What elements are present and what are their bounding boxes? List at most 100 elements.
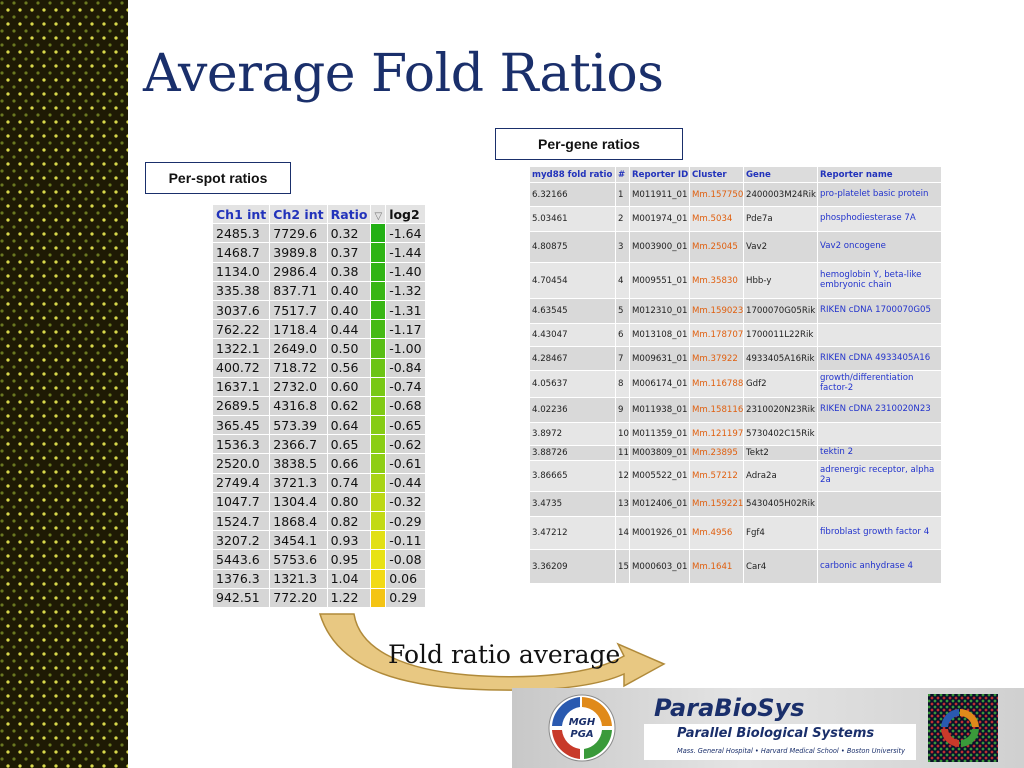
rank-cell: 12 — [615, 460, 630, 492]
fold-ratio-header[interactable]: myd88 fold ratio Δ — [529, 166, 616, 183]
gene-header[interactable]: Gene — [743, 166, 818, 183]
log2-cell: -0.29 — [385, 510, 426, 532]
ratio-cell: 0.82 — [326, 510, 372, 532]
log2-cell: -0.32 — [385, 491, 426, 513]
ratio-cell: 0.37 — [326, 242, 372, 263]
cluster-link[interactable]: Mm.159023 — [689, 298, 744, 324]
ch1-int-cell: 1468.7 — [211, 242, 271, 263]
fold-ratio-cell: 5.03461 — [529, 206, 616, 232]
reporter-name-link[interactable]: RIKEN cDNA 2310020N23 — [817, 397, 942, 423]
ch1-int-cell: 2485.3 — [211, 223, 271, 244]
cluster-link[interactable]: Mm.157750 — [689, 182, 744, 207]
rank-cell: 2 — [615, 206, 630, 232]
ratio-color-swatch — [370, 223, 387, 244]
gene-cell: Gdf2 — [743, 370, 818, 398]
log2-cell: -1.32 — [385, 280, 426, 301]
cluster-link[interactable]: Mm.5034 — [689, 206, 744, 232]
reporter-id-cell: M003900_01 — [629, 231, 690, 263]
cluster-link[interactable]: Mm.1641 — [689, 549, 744, 584]
gene-row: 5.03461 2 M001974_01 Mm.5034 Pde7a phosphodie… — [529, 206, 942, 232]
reporter-name-link[interactable]: RIKEN cDNA 4933405A16 — [817, 346, 942, 371]
gene-cell: 5730402C15Rik — [743, 422, 818, 446]
ch1-int-header[interactable]: Ch1 int — [211, 203, 271, 225]
gene-cell: Tekt2 — [743, 445, 818, 461]
reporter-name-link[interactable]: RIKEN cDNA 1700070G05 — [817, 298, 942, 324]
cluster-link[interactable]: Mm.35830 — [689, 262, 744, 299]
sort-descending-icon[interactable]: ▽ — [370, 203, 387, 225]
log2-header[interactable]: log2 — [385, 203, 426, 225]
reporter-name-link[interactable] — [817, 422, 942, 446]
gene-cell: 1700011L22Rik — [743, 323, 818, 347]
reporter-name-link[interactable]: adrenergic receptor, alpha 2a — [817, 460, 942, 492]
spot-row: 5443.6 5753.6 0.95 -0.08 — [211, 549, 426, 570]
reporter-id-cell: M011938_01 — [629, 397, 690, 423]
gene-row: 3.4735 13 M012406_01 Mm.159221 5430405H02Rik — [529, 491, 942, 517]
ch2-int-cell: 837.71 — [269, 280, 328, 301]
gene-row: 3.8972 10 M011359_01 Mm.121197 5730402C15Rik — [529, 422, 942, 446]
ch2-int-cell: 3454.1 — [269, 530, 328, 551]
ratio-cell: 0.38 — [326, 261, 372, 282]
log2-cell: -0.62 — [385, 434, 426, 455]
ratio-color-swatch — [370, 587, 387, 608]
ratio-color-swatch — [370, 280, 387, 301]
cluster-link[interactable]: Mm.57212 — [689, 460, 744, 492]
ch2-int-cell: 573.39 — [269, 415, 328, 436]
spot-row: 400.72 718.72 0.56 -0.84 — [211, 357, 426, 378]
reporter-name-link[interactable]: fibroblast growth factor 4 — [817, 516, 942, 550]
reporter-name-link[interactable]: phosphodiesterase 7A — [817, 206, 942, 232]
reporter-name-link[interactable]: tektin 2 — [817, 445, 942, 461]
reporter-name-link[interactable]: hemoglobin Y, beta-like embryonic chain — [817, 262, 942, 299]
parallel-biological-systems-text: Parallel Biological Systems — [677, 726, 875, 741]
reporter-name-link[interactable] — [817, 491, 942, 517]
spot-row: 335.38 837.71 0.40 -1.32 — [211, 280, 426, 301]
cluster-link[interactable]: Mm.25045 — [689, 231, 744, 263]
reporter-name-link[interactable]: carbonic anhydrase 4 — [817, 549, 942, 584]
cluster-header[interactable]: Cluster — [689, 166, 744, 183]
ch2-int-cell: 1868.4 — [269, 510, 328, 532]
cluster-link[interactable]: Mm.23895 — [689, 445, 744, 461]
ch2-int-cell: 2732.0 — [269, 376, 328, 397]
cluster-link[interactable]: Mm.178707 — [689, 323, 744, 347]
cluster-link[interactable]: Mm.116788 — [689, 370, 744, 398]
ratio-cell: 0.66 — [326, 453, 372, 474]
log2-cell: 0.29 — [385, 587, 426, 608]
cluster-link[interactable]: Mm.121197 — [689, 422, 744, 446]
fold-ratio-cell: 3.88726 — [529, 445, 616, 461]
reporter-name-header[interactable]: Reporter name — [817, 166, 942, 183]
reporter-name-link[interactable]: growth/differentiation factor-2 — [817, 370, 942, 398]
cluster-link[interactable]: Mm.159221 — [689, 491, 744, 517]
ch2-int-header[interactable]: Ch2 int — [269, 203, 328, 225]
ratio-color-swatch — [370, 549, 387, 570]
cycle-arrows-icon — [941, 709, 979, 747]
rank-cell: 6 — [615, 323, 630, 347]
ch2-int-cell: 1718.4 — [269, 319, 328, 340]
gene-cell: Hbb-y — [743, 262, 818, 299]
cluster-link[interactable]: Mm.4956 — [689, 516, 744, 550]
per-spot-ratio-table: Ch1 int Ch2 int Ratio ▽ log2 2485.3 7729.… — [211, 203, 426, 608]
ratio-header[interactable]: Ratio — [326, 203, 372, 225]
spot-row: 1524.7 1868.4 0.82 -0.29 — [211, 510, 426, 532]
rank-cell: 15 — [615, 549, 630, 584]
reporter-name-link[interactable]: Vav2 oncogene — [817, 231, 942, 263]
rank-header[interactable]: # — [615, 166, 630, 183]
ch2-int-cell: 7729.6 — [269, 223, 328, 244]
ch1-int-cell: 1376.3 — [211, 568, 271, 589]
cluster-link[interactable]: Mm.158116 — [689, 397, 744, 423]
reporter-name-link[interactable] — [817, 323, 942, 347]
cluster-link[interactable]: Mm.37922 — [689, 346, 744, 371]
log2-cell: 0.06 — [385, 568, 426, 589]
reporter-id-header[interactable]: Reporter ID — [629, 166, 690, 183]
reporter-name-link[interactable]: pro-platelet basic protein — [817, 182, 942, 207]
ratio-color-swatch — [370, 415, 387, 436]
per-spot-header-row: Ch1 int Ch2 int Ratio ▽ log2 — [211, 203, 426, 225]
gene-row: 4.70454 4 M009551_01 Mm.35830 Hbb-y hemoglobi… — [529, 262, 942, 299]
logo-text-mgh: MGH — [569, 717, 596, 728]
rank-cell: 9 — [615, 397, 630, 423]
spot-row: 1637.1 2732.0 0.60 -0.74 — [211, 376, 426, 397]
gene-cell: 5430405H02Rik — [743, 491, 818, 517]
log2-cell: -0.44 — [385, 472, 426, 493]
spot-row: 1047.7 1304.4 0.80 -0.32 — [211, 491, 426, 513]
ch2-int-cell: 2366.7 — [269, 434, 328, 455]
reporter-id-cell: M005522_01 — [629, 460, 690, 492]
parabiosys-banner: MGH PGA ParaBioSys Parallel Biological S… — [512, 688, 1024, 768]
